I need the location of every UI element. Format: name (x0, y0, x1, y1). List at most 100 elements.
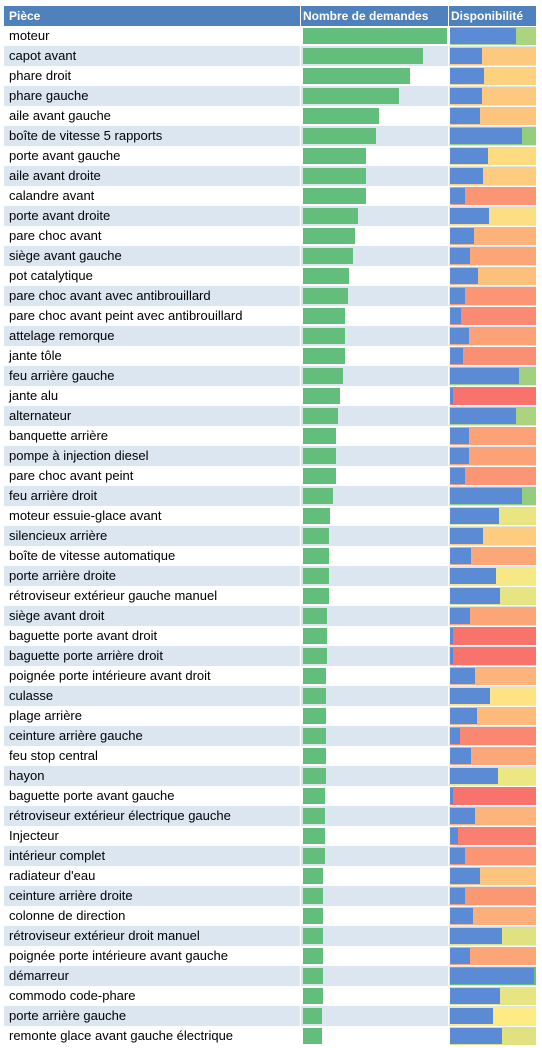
piece-label[interactable]: intérieur complet (9, 848, 106, 863)
demand-bar (303, 228, 355, 244)
demand-bar (303, 1028, 322, 1044)
piece-label[interactable]: porte avant gauche (9, 148, 121, 163)
header-availability[interactable]: Disponibilité (451, 9, 523, 23)
availability-cell (450, 507, 536, 525)
table-row: porte arrière gauche (4, 1006, 536, 1026)
piece-label[interactable]: radiateur d'eau (9, 868, 96, 883)
availability-cell (450, 47, 536, 65)
piece-label[interactable]: siège avant droit (9, 608, 105, 623)
piece-label[interactable]: porte arrière gauche (9, 1008, 127, 1023)
availability-bar (450, 788, 453, 804)
availability-bar (450, 968, 534, 984)
piece-label[interactable]: porte avant droite (9, 208, 111, 223)
piece-label[interactable]: phare droit (9, 68, 72, 83)
demand-bar (303, 208, 358, 224)
piece-label[interactable]: commodo code-phare (9, 988, 136, 1003)
piece-label[interactable]: rétroviseur extérieur électrique gauche (9, 808, 231, 823)
demand-bar (303, 288, 348, 304)
piece-label[interactable]: pare choc avant peint avec antibrouillar… (9, 308, 243, 323)
header-piece[interactable]: Pièce (9, 9, 41, 23)
piece-label[interactable]: hayon (9, 768, 45, 783)
piece-label[interactable]: baguette porte avant gauche (9, 788, 175, 803)
piece-label[interactable]: pompe à injection diesel (9, 448, 149, 463)
demand-bar (303, 908, 323, 924)
piece-label[interactable]: pare choc avant (9, 228, 102, 243)
table-row: boîte de vitesse automatique (4, 546, 536, 566)
piece-label[interactable]: démarreur (9, 968, 69, 983)
piece-label[interactable]: rétroviseur extérieur gauche manuel (9, 588, 218, 603)
piece-label[interactable]: pot catalytique (9, 268, 93, 283)
availability-cell (450, 367, 536, 385)
piece-label[interactable]: poignée porte intérieure avant gauche (9, 948, 228, 963)
piece-label[interactable]: jante alu (9, 388, 59, 403)
piece-label[interactable]: moteur essuie-glace avant (9, 508, 162, 523)
piece-label[interactable]: boîte de vitesse 5 rapports (9, 128, 163, 143)
piece-label[interactable]: boîte de vitesse automatique (9, 548, 176, 563)
piece-label[interactable]: porte arrière droite (9, 568, 116, 583)
piece-label[interactable]: feu stop central (9, 748, 98, 763)
availability-bar (450, 508, 499, 524)
piece-label[interactable]: attelage remorque (9, 328, 115, 343)
table-row: attelage remorque (4, 326, 536, 346)
column-divider (448, 6, 449, 1046)
availability-bar (450, 448, 469, 464)
piece-label[interactable]: feu arrière droit (9, 488, 98, 503)
availability-bar (450, 308, 461, 324)
column-divider (300, 6, 301, 1046)
availability-bar (450, 748, 471, 764)
piece-label[interactable]: siège avant gauche (9, 248, 122, 263)
table-row: pare choc avant (4, 226, 536, 246)
piece-label[interactable]: plage arrière (9, 708, 82, 723)
header-demand[interactable]: Nombre de demandes (303, 9, 429, 23)
demand-bar (303, 628, 327, 644)
piece-label[interactable]: phare gauche (9, 88, 89, 103)
table-row: pare choc avant peint avec antibrouillar… (4, 306, 536, 326)
demand-bar (303, 348, 345, 364)
piece-label[interactable]: ceinture arrière gauche (9, 728, 143, 743)
availability-cell (450, 267, 536, 285)
piece-label[interactable]: jante tôle (9, 348, 62, 363)
piece-label[interactable]: banquette arrière (9, 428, 109, 443)
demand-bar (303, 128, 376, 144)
piece-label[interactable]: colonne de direction (9, 908, 126, 923)
piece-label[interactable]: baguette porte avant droit (9, 628, 158, 643)
piece-label[interactable]: baguette porte arrière droit (9, 648, 163, 663)
piece-label[interactable]: poignée porte intérieure avant droit (9, 668, 211, 683)
availability-cell (450, 847, 536, 865)
piece-label[interactable]: silencieux arrière (9, 528, 108, 543)
table-row: jante tôle (4, 346, 536, 366)
table-row: baguette porte arrière droit (4, 646, 536, 666)
piece-label[interactable]: alternateur (9, 408, 72, 423)
piece-label[interactable]: feu arrière gauche (9, 368, 115, 383)
piece-label[interactable]: culasse (9, 688, 54, 703)
piece-label[interactable]: pare choc avant avec antibrouillard (9, 288, 211, 303)
piece-label[interactable]: moteur (9, 28, 50, 43)
piece-label[interactable]: aile avant gauche (9, 108, 111, 123)
availability-cell (450, 967, 536, 985)
availability-cell (450, 807, 536, 825)
piece-label[interactable]: remonte glace avant gauche électrique (9, 1028, 234, 1043)
piece-label[interactable]: calandre avant (9, 188, 95, 203)
piece-label[interactable]: capot avant (9, 48, 77, 63)
demand-bar (303, 368, 343, 384)
availability-bar (450, 28, 516, 44)
piece-label[interactable]: ceinture arrière droite (9, 888, 133, 903)
availability-cell (450, 87, 536, 105)
availability-cell (450, 27, 536, 45)
availability-cell (450, 747, 536, 765)
piece-label[interactable]: pare choc avant peint (9, 468, 134, 483)
table-row: Injecteur (4, 826, 536, 846)
piece-label[interactable]: Injecteur (9, 828, 59, 843)
piece-label[interactable]: aile avant droite (9, 168, 101, 183)
demand-bar (303, 828, 325, 844)
availability-cell (450, 487, 536, 505)
availability-cell (450, 627, 536, 645)
availability-bar (450, 908, 473, 924)
availability-cell (450, 1007, 536, 1025)
availability-bar (450, 628, 453, 644)
table-row: silencieux arrière (4, 526, 536, 546)
table-row: radiateur d'eau (4, 866, 536, 886)
piece-label[interactable]: rétroviseur extérieur droit manuel (9, 928, 200, 943)
availability-cell (450, 947, 536, 965)
demand-bar (303, 648, 327, 664)
